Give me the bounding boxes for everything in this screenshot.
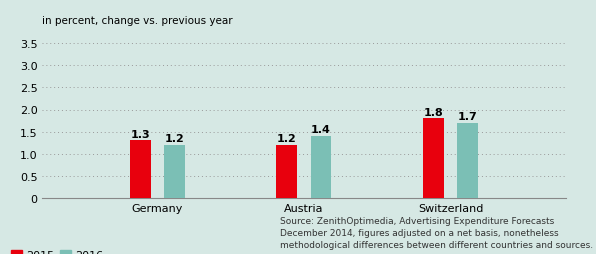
Text: 1.8: 1.8 (424, 107, 443, 117)
Bar (129, 141, 151, 198)
Bar (164, 145, 185, 198)
Text: 1.3: 1.3 (131, 129, 150, 139)
Bar (423, 119, 444, 198)
Text: 1.2: 1.2 (277, 134, 297, 144)
Text: Source: ZenithOptimedia, Advertising Expenditure Forecasts
December 2014, figure: Source: ZenithOptimedia, Advertising Exp… (280, 216, 593, 249)
Text: in percent, change vs. previous year: in percent, change vs. previous year (42, 15, 232, 25)
Text: 1.2: 1.2 (164, 134, 184, 144)
Bar (277, 145, 297, 198)
Text: 1.4: 1.4 (311, 125, 331, 135)
Bar (457, 123, 479, 198)
Legend: 2015, 2016: 2015, 2016 (11, 250, 104, 254)
Text: 1.7: 1.7 (458, 112, 478, 121)
Bar (311, 136, 331, 198)
